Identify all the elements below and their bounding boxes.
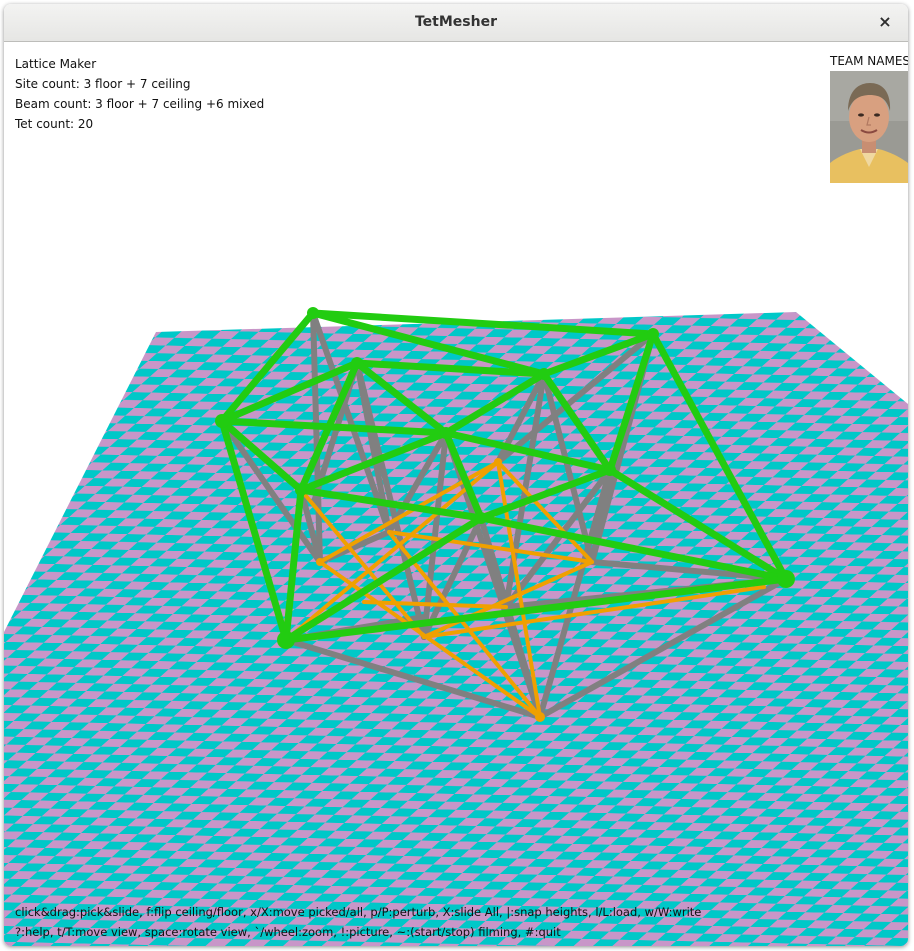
lattice-scene[interactable] — [4, 42, 908, 946]
floor-sites — [316, 458, 545, 722]
site-count: Site count: 3 floor + 7 ceiling — [15, 77, 191, 91]
close-icon[interactable]: × — [878, 12, 892, 31]
team-photo — [830, 71, 908, 183]
help-text: click&drag:pick&slide, f:flip ceiling/fl… — [15, 902, 701, 942]
team-names-label: TEAM NAMES — [830, 54, 908, 68]
ceiling-beams — [218, 309, 790, 644]
checkered-floor — [4, 312, 908, 946]
app-window: TetMesher × — [4, 4, 908, 946]
help-line-2: ?:help, t/T:move view, space:rotate view… — [15, 925, 561, 939]
tet-count: Tet count: 20 — [15, 117, 94, 131]
beam-count: Beam count: 3 floor + 7 ceiling +6 mixed — [15, 97, 265, 111]
viewport-canvas[interactable]: Lattice Maker Site count: 3 floor + 7 ce… — [4, 42, 908, 946]
ceiling-sites — [215, 307, 795, 649]
title-bar: TetMesher × — [4, 4, 908, 42]
help-line-1: click&drag:pick&slide, f:flip ceiling/fl… — [15, 905, 702, 919]
window-title: TetMesher — [414, 14, 497, 30]
app-name: Lattice Maker — [15, 57, 97, 71]
info-panel: Lattice Maker Site count: 3 floor + 7 ce… — [15, 54, 264, 134]
